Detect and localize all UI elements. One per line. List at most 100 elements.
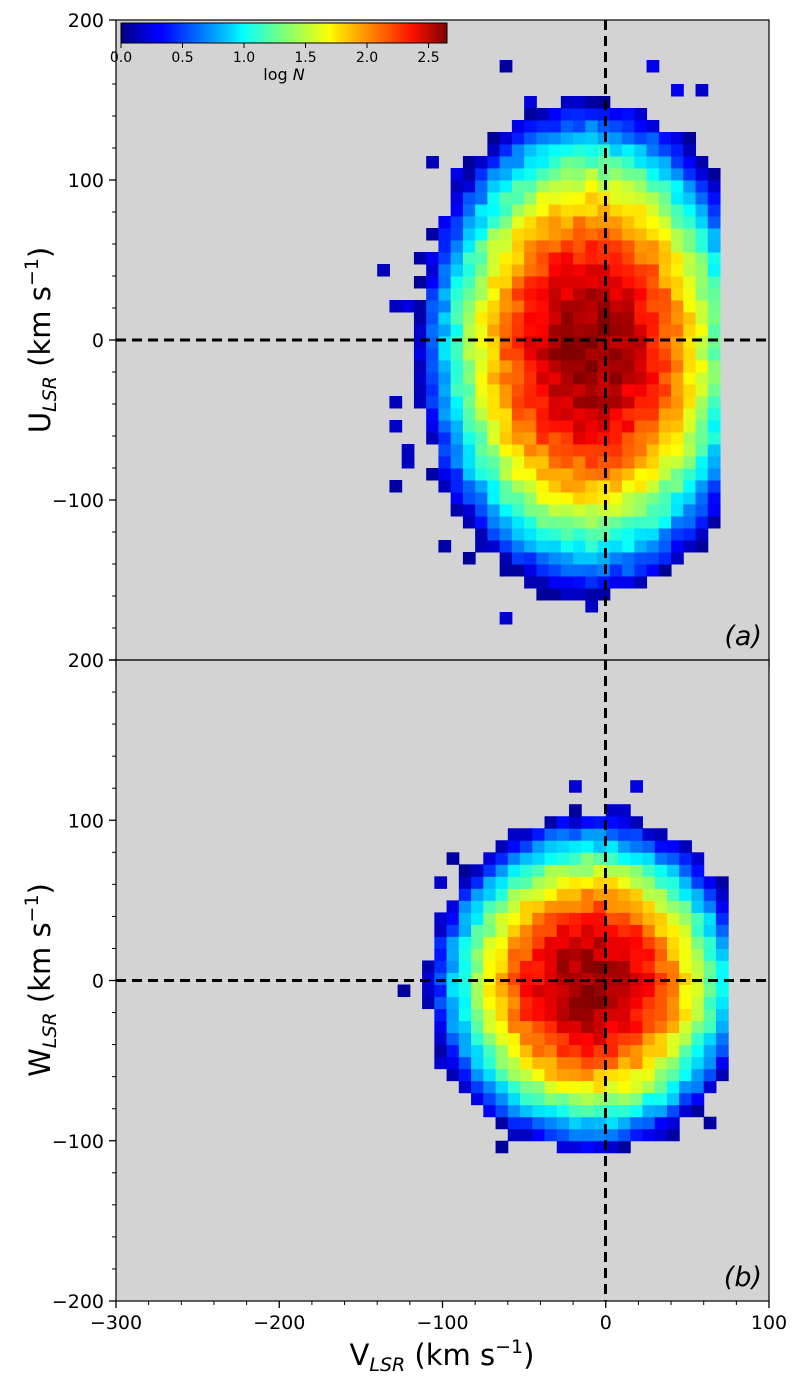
heatmap-cell	[450, 408, 464, 421]
heatmap-cell	[715, 900, 729, 913]
heatmap-cell	[609, 432, 623, 445]
heatmap-cell	[520, 996, 533, 1010]
heatmap-cell	[585, 228, 599, 241]
heatmap-cell	[532, 840, 546, 853]
heatmap-cell	[458, 984, 472, 998]
heatmap-cell	[475, 456, 488, 469]
heatmap-cell	[593, 1044, 607, 1058]
heatmap-cell	[679, 1032, 692, 1046]
heatmap-cell	[691, 1008, 705, 1022]
heatmap-cell	[683, 528, 697, 541]
heatmap-cell	[569, 876, 582, 889]
heatmap-cell	[511, 324, 525, 337]
heatmap-cell	[585, 480, 599, 493]
heatmap-cell	[520, 840, 533, 853]
heatmap-cell	[634, 240, 648, 253]
heatmap-cell	[658, 564, 672, 577]
heatmap-cell	[630, 864, 643, 877]
heatmap-cell	[548, 420, 562, 433]
colorbar-tick-label: 0.0	[110, 50, 132, 66]
heatmap-cell	[679, 1044, 692, 1058]
heatmap-cell	[475, 336, 488, 349]
heatmap-cell	[548, 216, 562, 229]
heatmap-cell	[507, 828, 521, 841]
heatmap-cell	[585, 264, 599, 277]
heatmap-cell	[642, 1068, 656, 1082]
heatmap-cell	[634, 456, 648, 469]
heatmap-cell	[573, 528, 586, 541]
heatmap-cell	[536, 132, 550, 145]
heatmap-cell	[573, 444, 586, 457]
heatmap-cell	[495, 1044, 509, 1058]
heatmap-cell	[695, 84, 709, 97]
heatmap-cell	[609, 216, 623, 229]
heatmap-cell	[573, 588, 586, 601]
heatmap-cell	[556, 876, 570, 889]
heatmap-cell	[671, 396, 684, 409]
heatmap-cell	[658, 336, 672, 349]
heatmap-cell	[642, 828, 656, 841]
heatmap-cell	[475, 312, 488, 325]
heatmap-cell	[609, 504, 623, 517]
heatmap-cell	[413, 396, 427, 409]
heatmap-cell	[671, 456, 684, 469]
heatmap-cell	[548, 204, 562, 217]
heatmap-cell	[536, 384, 550, 397]
heatmap-cell	[450, 264, 464, 277]
heatmap-cell	[666, 1032, 680, 1046]
heatmap-cell	[434, 984, 448, 998]
heatmap-cell	[475, 444, 488, 457]
heatmap-cell	[507, 1056, 521, 1070]
heatmap-cell	[536, 204, 550, 217]
heatmap-cell	[634, 372, 648, 385]
heatmap-cell	[593, 936, 607, 949]
heatmap-cell	[511, 252, 525, 265]
heatmap-cell	[548, 360, 562, 373]
heatmap-cell	[609, 360, 623, 373]
heatmap-cell	[634, 228, 648, 241]
heatmap-cell	[707, 504, 721, 517]
heatmap-cell	[462, 552, 476, 565]
heatmap-cell	[593, 912, 607, 925]
heatmap-cell	[630, 924, 643, 937]
heatmap-cell	[573, 132, 586, 145]
heatmap-cell	[446, 984, 460, 998]
heatmap-cell	[683, 348, 697, 361]
heatmap-cell	[715, 1020, 729, 1034]
heatmap-cell	[597, 588, 611, 601]
heatmap-cell	[581, 912, 594, 925]
heatmap-cell	[450, 228, 464, 241]
heatmap-cell	[450, 288, 464, 301]
heatmap-cell	[683, 504, 697, 517]
heatmap-cell	[585, 564, 599, 577]
heatmap-cell	[548, 444, 562, 457]
heatmap-cell	[536, 360, 550, 373]
heatmap-cell	[715, 1068, 729, 1082]
heatmap-cell	[622, 300, 635, 313]
heatmap-cell	[475, 492, 488, 505]
heatmap-cell	[666, 1128, 680, 1142]
heatmap-cell	[609, 144, 623, 157]
heatmap-cell	[581, 852, 594, 865]
heatmap-cell	[622, 372, 635, 385]
heatmap-cell	[671, 132, 684, 145]
colorbar-label-text: log	[263, 65, 292, 84]
heatmap-cell	[597, 564, 611, 577]
heatmap-cell	[573, 408, 586, 421]
heatmap-cell	[532, 936, 546, 949]
heatmap-cell	[487, 276, 501, 289]
heatmap-cell	[475, 156, 488, 169]
heatmap-cell	[560, 204, 574, 217]
heatmap-cell	[642, 840, 656, 853]
heatmap-cell	[434, 948, 448, 961]
heatmap-cell	[703, 984, 717, 998]
heatmap-cell	[585, 132, 599, 145]
heatmap-cell	[536, 420, 550, 433]
heatmap-cell	[495, 996, 509, 1010]
heatmap-cell	[560, 588, 574, 601]
heatmap-cell	[548, 120, 562, 133]
heatmap-cell	[646, 156, 660, 169]
heatmap-cell	[642, 912, 656, 925]
heatmap-cell	[499, 240, 513, 253]
heatmap-cell	[666, 924, 680, 937]
